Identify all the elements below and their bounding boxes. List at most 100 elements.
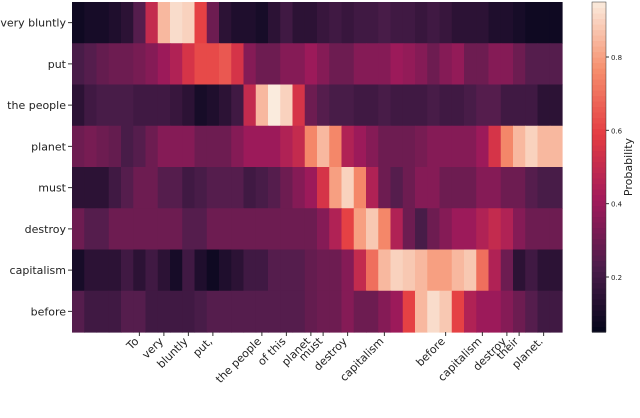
heat-cell [206, 249, 220, 292]
heat-cell [72, 84, 85, 127]
colorbar-segment [592, 51, 606, 58]
colorbar-segment [592, 227, 606, 234]
heat-cell [108, 249, 122, 292]
heat-cell [304, 43, 318, 86]
heat-cell [84, 125, 98, 168]
heat-cell [72, 290, 85, 333]
heat-cell [451, 2, 465, 44]
colorbar-segment [592, 90, 606, 97]
heat-cell [439, 84, 453, 127]
colorbar-segment [592, 79, 606, 86]
colorbar-segment [592, 310, 606, 317]
heat-cell [366, 208, 379, 251]
heat-cell [464, 208, 477, 251]
heat-cell [108, 84, 122, 127]
heat-cell [157, 167, 171, 209]
colorbar-segment [592, 255, 606, 262]
y-tick-label: planet [31, 140, 67, 153]
heat-cell [415, 2, 428, 44]
heat-cell [182, 125, 196, 168]
heat-cell [366, 125, 379, 168]
y-tick-label: very bluntly [0, 17, 66, 30]
heat-cell [341, 2, 355, 44]
heat-cell [317, 290, 330, 333]
heat-cell [451, 43, 465, 86]
heat-cell [415, 125, 428, 168]
heat-cell [268, 43, 281, 86]
colorbar-label: Probability [622, 137, 635, 196]
heat-cell [84, 290, 98, 333]
heat-cell [255, 43, 269, 86]
heat-cell [121, 2, 134, 44]
heat-cell [108, 208, 122, 251]
heat-cell [182, 208, 196, 251]
heat-cell [451, 208, 465, 251]
heat-cell [145, 167, 159, 209]
heat-cell [549, 43, 563, 86]
heat-cell [268, 2, 281, 44]
heat-cell [439, 2, 453, 44]
heat-cell [353, 290, 367, 333]
colorbar-segment [592, 244, 606, 251]
heat-cell [231, 167, 245, 209]
heat-cell [390, 84, 404, 127]
heat-cell [194, 208, 208, 251]
heat-cell [108, 2, 122, 44]
heat-cell [133, 167, 147, 209]
heat-cell [488, 2, 502, 44]
heat-cell [427, 290, 441, 333]
heat-cell [145, 2, 159, 44]
heat-cell [341, 125, 355, 168]
colorbar-segment [592, 112, 606, 119]
heat-cell [390, 249, 404, 292]
colorbar-tick-label: 0.2 [611, 274, 622, 282]
heat-cell [513, 2, 526, 44]
heat-cell [464, 84, 477, 127]
heat-cell [206, 43, 220, 86]
heat-cell [439, 208, 453, 251]
colorbar-segment [592, 117, 606, 124]
heat-cell [366, 167, 379, 209]
heat-cell [378, 2, 392, 44]
heat-cell [378, 84, 392, 127]
heat-cell [255, 290, 269, 333]
heat-cell [206, 167, 220, 209]
heat-cell [194, 2, 208, 44]
heat-cell [194, 43, 208, 86]
heat-cell [427, 125, 441, 168]
heat-cell [329, 290, 343, 333]
heat-cell [415, 208, 428, 251]
colorbar-segment [592, 128, 606, 135]
heat-cell [402, 208, 416, 251]
heat-cell [476, 208, 490, 251]
heat-cell [145, 290, 159, 333]
heat-cell [366, 249, 379, 292]
heat-cell [268, 290, 281, 333]
heat-cell [402, 84, 416, 127]
heat-cell [451, 125, 465, 168]
colorbar-segment [592, 299, 606, 306]
heat-cell [513, 249, 526, 292]
x-tick-label: put, [190, 335, 215, 360]
heat-cell [206, 84, 220, 127]
heat-cell [402, 290, 416, 333]
heat-cell [317, 43, 330, 86]
heat-cell [108, 167, 122, 209]
heat-cell [255, 2, 269, 44]
heat-cell [317, 2, 330, 44]
heat-cell [243, 167, 257, 209]
heat-cell [157, 249, 171, 292]
heat-cell [206, 290, 220, 333]
heat-cell [243, 84, 257, 127]
heat-cell [243, 249, 257, 292]
colorbar-segment [592, 95, 606, 102]
colorbar-segment [592, 172, 606, 179]
heat-cell [280, 249, 294, 292]
y-tick-label: put [48, 58, 67, 71]
heat-cell [390, 167, 404, 209]
heat-cell [292, 2, 306, 44]
heat-cell [145, 84, 159, 127]
colorbar-segment [592, 211, 606, 218]
heat-cell [96, 84, 110, 127]
heat-cell [170, 208, 183, 251]
